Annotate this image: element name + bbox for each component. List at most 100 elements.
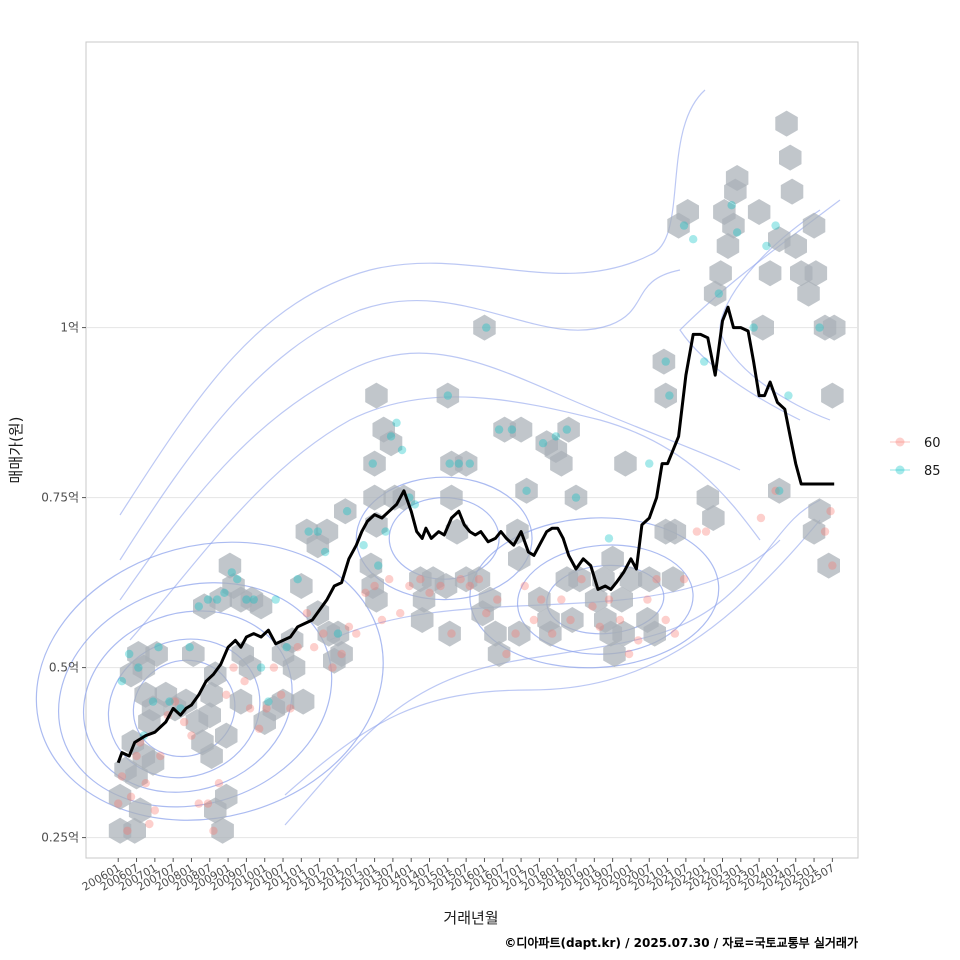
hexbin-cell (808, 498, 831, 525)
point-60 (771, 486, 780, 495)
point-60 (436, 581, 445, 591)
point-60 (588, 602, 597, 611)
point-60 (604, 595, 614, 604)
point-85 (465, 459, 475, 468)
hexbin-cell (610, 586, 633, 613)
point-85 (148, 697, 158, 706)
point-85 (562, 425, 572, 434)
hexbin-cell (334, 498, 357, 525)
legend-key-85-dot (895, 465, 905, 475)
hexbin-cell (768, 477, 791, 504)
point-85 (381, 527, 390, 536)
contour-band (284, 499, 821, 826)
x-axis-title: 거래년월 (443, 909, 498, 927)
contour-band (119, 352, 741, 601)
point-60 (222, 690, 231, 699)
hexbin-cell (365, 586, 388, 613)
hexbin-cell (751, 314, 774, 341)
point-60 (352, 629, 361, 638)
hexbin-cell (584, 586, 608, 613)
point-85 (212, 595, 222, 604)
point-60 (344, 622, 354, 631)
hexbin-cell (478, 586, 502, 613)
point-60 (377, 615, 387, 625)
point-85 (727, 201, 736, 210)
hexbin-cell (676, 199, 699, 225)
legend: 60 85 (890, 436, 941, 479)
point-60 (145, 819, 154, 829)
point-60 (537, 595, 546, 604)
point-85 (194, 602, 203, 611)
hexbin-cell (326, 620, 350, 647)
point-60 (502, 649, 511, 659)
point-85 (392, 418, 401, 427)
point-60 (319, 629, 328, 638)
point-85 (264, 697, 273, 706)
point-60 (643, 595, 652, 604)
contour-line (35, 541, 384, 821)
hexbin-cell (725, 165, 749, 191)
point-60 (229, 663, 238, 672)
hexbin-cell (440, 484, 463, 511)
point-60 (396, 609, 405, 618)
point-60 (286, 704, 295, 713)
hexbin-cell (119, 661, 143, 688)
hexbin-cell (145, 641, 168, 667)
point-85 (679, 221, 689, 230)
point-85 (732, 228, 742, 237)
hexbin-cell (229, 688, 253, 715)
point-85 (386, 432, 396, 441)
point-85 (445, 459, 454, 468)
point-60 (203, 799, 213, 808)
hexbin-cell (568, 566, 591, 593)
point-60 (701, 527, 711, 536)
point-85 (482, 323, 491, 332)
point-60 (456, 575, 465, 584)
hexbin-cell (359, 552, 383, 579)
point-85 (359, 541, 368, 550)
point-85 (522, 486, 531, 495)
hexbin-cell (125, 763, 148, 790)
hexbin-cell (716, 233, 740, 259)
point-60 (529, 615, 539, 625)
point-85 (699, 357, 709, 366)
point-60 (577, 575, 586, 584)
hexbin-cell (703, 280, 727, 307)
point-60 (557, 595, 566, 604)
hexbin-cell (215, 722, 238, 749)
point-60 (826, 507, 835, 516)
point-60 (566, 615, 575, 625)
hexbin-cell (603, 641, 626, 667)
contour-band (284, 519, 821, 796)
hexbin-cell (174, 688, 198, 715)
point-85 (304, 527, 313, 536)
hexbin-cell (141, 749, 165, 776)
point-60 (179, 717, 189, 727)
hexbin-cell (564, 484, 588, 511)
point-60 (670, 629, 680, 638)
point-85 (185, 643, 194, 652)
point-60 (474, 575, 484, 584)
hexbin-layer (108, 110, 846, 844)
legend-label-85: 85 (924, 464, 941, 479)
point-60 (126, 792, 136, 801)
point-85 (571, 493, 581, 502)
hexbin-cell (365, 382, 388, 409)
hexbin-cell (802, 212, 826, 239)
point-60 (465, 581, 475, 591)
point-60 (482, 609, 491, 618)
hexbin-cell (747, 199, 771, 225)
hexbin-cell (410, 607, 434, 633)
contour-band (119, 269, 681, 561)
point-85 (749, 323, 758, 332)
hexbin-cell (487, 641, 511, 667)
hexbin-cell (215, 783, 238, 810)
point-60 (634, 636, 643, 645)
point-85 (227, 568, 236, 577)
hexbin-cell (182, 641, 205, 667)
hexbin-cell (108, 783, 132, 810)
point-60 (132, 751, 141, 761)
point-60 (328, 663, 337, 672)
point-85 (374, 561, 383, 570)
point-85 (454, 459, 464, 468)
